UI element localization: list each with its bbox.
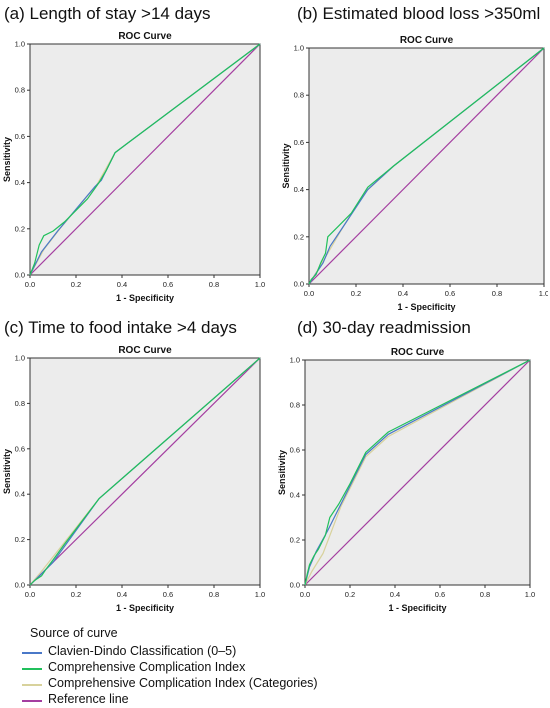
x-tick-label: 0.0 bbox=[25, 280, 35, 289]
series-line-reference-line bbox=[29, 357, 261, 586]
x-tick-label: 0.8 bbox=[209, 280, 219, 289]
legend-swatch bbox=[22, 700, 42, 702]
chart-title: ROC Curve bbox=[118, 345, 172, 356]
roc-chart-readmission: ROC Curve 0.0 0.2 0.4 0.6 0.8 1.0 0.0 0.2 0.4 0.6 0… bbox=[277, 347, 535, 613]
x-tick-label: 0.4 bbox=[390, 590, 400, 599]
roc-chart-food-intake: ROC Curve 0.0 0.2 0.4 0.6 0.8 1.0 0.0 0.2 0.4 0.6 0… bbox=[2, 345, 265, 613]
panel-title-b: (b) Estimated blood loss >350ml bbox=[297, 4, 541, 23]
roc-chart-blood-loss: ROC Curve 0.0 0.2 0.4 0.6 0.8 1.0 0.0 0.2 0.4 0.6 0… bbox=[281, 35, 548, 312]
y-tick-label: 1.0 bbox=[290, 356, 300, 365]
x-tick-label: 0.6 bbox=[163, 590, 173, 599]
y-axis-label: Sensitivity bbox=[277, 450, 287, 495]
x-tick-label: 0.4 bbox=[117, 590, 127, 599]
legend-title: Source of curve bbox=[30, 626, 118, 640]
x-tick-label: 1.0 bbox=[255, 280, 265, 289]
x-tick-label: 0.8 bbox=[480, 590, 490, 599]
x-tick-label: 0.6 bbox=[435, 590, 445, 599]
series-line-reference-line bbox=[304, 359, 531, 586]
x-tick-label: 1.0 bbox=[255, 590, 265, 599]
x-tick-label: 0.2 bbox=[71, 590, 81, 599]
y-axis-label: Sensitivity bbox=[281, 143, 291, 188]
x-tick-label: 1.0 bbox=[539, 289, 548, 298]
x-tick-label: 0.8 bbox=[209, 590, 219, 599]
x-tick-label: 0.2 bbox=[71, 280, 81, 289]
y-tick-label: 0.0 bbox=[15, 271, 25, 280]
y-tick-label: 0.2 bbox=[15, 535, 25, 544]
y-tick-label: 0.0 bbox=[290, 581, 300, 590]
y-tick-label: 0.6 bbox=[15, 132, 25, 141]
series-line-comprehensive-complication-index-categories bbox=[304, 359, 531, 586]
y-tick-label: 0.4 bbox=[294, 185, 304, 194]
x-axis-label: 1 - Specificity bbox=[388, 603, 446, 613]
y-tick-label: 0.4 bbox=[15, 178, 25, 187]
x-axis-label: 1 - Specificity bbox=[116, 603, 174, 613]
y-tick-label: 0.8 bbox=[294, 91, 304, 100]
y-tick-label: 0.2 bbox=[15, 224, 25, 233]
y-tick-label: 1.0 bbox=[294, 44, 304, 53]
y-tick-label: 0.0 bbox=[294, 280, 304, 289]
series-line-comprehensive-complication-index bbox=[29, 43, 261, 276]
x-tick-label: 0.0 bbox=[304, 289, 314, 298]
x-tick-label: 0.4 bbox=[117, 280, 127, 289]
x-tick-label: 1.0 bbox=[525, 590, 535, 599]
x-tick-label: 0.0 bbox=[25, 590, 35, 599]
legend-label: Reference line bbox=[48, 692, 129, 706]
y-tick-label: 1.0 bbox=[15, 40, 25, 49]
series-line-comprehensive-complication-index bbox=[308, 47, 545, 285]
y-tick-label: 0.8 bbox=[290, 401, 300, 410]
series-line-comprehensive-complication-index bbox=[304, 359, 531, 586]
x-tick-label: 0.6 bbox=[163, 280, 173, 289]
series-line-reference-line bbox=[308, 47, 545, 285]
legend-swatch bbox=[22, 652, 42, 654]
chart-title: ROC Curve bbox=[391, 347, 445, 358]
y-tick-label: 0.0 bbox=[15, 581, 25, 590]
y-axis-label: Sensitivity bbox=[2, 449, 12, 494]
panel-title-c: (c) Time to food intake >4 days bbox=[4, 318, 237, 337]
y-tick-label: 0.6 bbox=[290, 446, 300, 455]
series-line-clavien-dindo-classification-0-5 bbox=[304, 359, 531, 586]
legend-label: Comprehensive Complication Index bbox=[48, 660, 246, 674]
x-tick-label: 0.8 bbox=[492, 289, 502, 298]
legend-label: Comprehensive Complication Index (Catego… bbox=[48, 676, 318, 690]
x-tick-label: 0.0 bbox=[300, 590, 310, 599]
y-tick-label: 0.6 bbox=[294, 138, 304, 147]
panel-title-d: (d) 30-day readmission bbox=[297, 318, 471, 337]
roc-chart-length-of-stay: ROC Curve 0.0 0.2 0.4 0.6 0.8 1.0 0.0 0.2 0.4 0.6 0… bbox=[2, 31, 265, 303]
legend-swatch bbox=[22, 684, 42, 686]
y-tick-label: 0.8 bbox=[15, 86, 25, 95]
chart-title: ROC Curve bbox=[400, 35, 454, 46]
y-axis-label: Sensitivity bbox=[2, 137, 12, 182]
y-tick-label: 0.6 bbox=[15, 444, 25, 453]
x-tick-label: 0.2 bbox=[345, 590, 355, 599]
legend-swatch bbox=[22, 668, 42, 670]
x-tick-label: 0.6 bbox=[445, 289, 455, 298]
x-tick-label: 0.4 bbox=[398, 289, 408, 298]
y-tick-label: 0.4 bbox=[15, 490, 25, 499]
x-tick-label: 0.2 bbox=[351, 289, 361, 298]
series-line-reference-line bbox=[29, 43, 261, 276]
series-line-comprehensive-complication-index bbox=[29, 357, 261, 586]
legend-label: Clavien-Dindo Classification (0–5) bbox=[48, 644, 237, 658]
chart-title: ROC Curve bbox=[118, 31, 172, 42]
x-axis-label: 1 - Specificity bbox=[116, 293, 174, 303]
y-tick-label: 0.2 bbox=[294, 232, 304, 241]
panel-title-a: (a) Length of stay >14 days bbox=[4, 4, 211, 23]
y-tick-label: 0.2 bbox=[290, 536, 300, 545]
y-tick-label: 0.4 bbox=[290, 491, 300, 500]
y-tick-label: 1.0 bbox=[15, 354, 25, 363]
x-axis-label: 1 - Specificity bbox=[397, 302, 455, 312]
y-tick-label: 0.8 bbox=[15, 399, 25, 408]
